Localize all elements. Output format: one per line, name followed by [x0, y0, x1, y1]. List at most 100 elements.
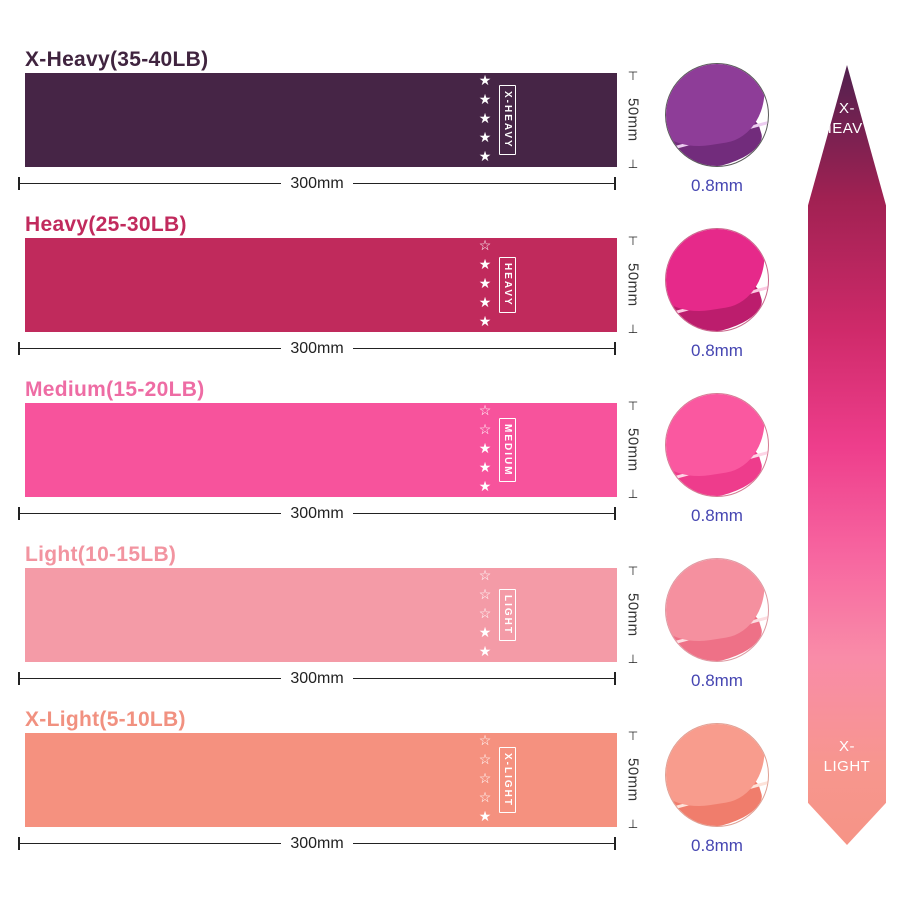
width-dimension: 300mm — [18, 339, 617, 357]
height-dimension-label: 50mm — [624, 593, 642, 637]
dimension-line — [20, 843, 282, 844]
height-dimension: ⊤ 50mm ⊥ — [621, 69, 645, 171]
width-dimension-label: 300mm — [290, 504, 344, 522]
band-section-heavy: Heavy(25-30LB) ☆★★★★ HEAVY ⊤ 50mm ⊥ 300m… — [0, 213, 790, 378]
dimension-tick-top: ⊤ — [627, 69, 639, 83]
band-tag-label: HEAVY — [499, 257, 516, 313]
width-dimension-label: 300mm — [290, 669, 344, 687]
star-rating: ★★★★★ — [478, 72, 494, 168]
height-dimension-label: 50mm — [624, 263, 642, 307]
thickness-label: 0.8mm — [691, 341, 743, 360]
band-tag-label: LIGHT — [499, 589, 516, 641]
thickness-label: 0.8mm — [691, 176, 743, 195]
band-photo-circle — [665, 558, 769, 662]
band-mark: ★★★★★ X-HEAVY — [477, 72, 516, 168]
star-rating: ☆☆★★★ — [478, 402, 494, 498]
dimension-line — [352, 678, 615, 679]
band-photo-circle — [665, 393, 769, 497]
band-swatch: ☆☆☆★★ LIGHT — [25, 567, 617, 663]
thickness-label: 0.8mm — [691, 836, 743, 855]
band-photo-circle — [665, 63, 769, 167]
band-section-x-heavy: X-Heavy(35-40LB) ★★★★★ X-HEAVY ⊤ 50mm ⊥ … — [0, 48, 790, 213]
height-dimension: ⊤ 50mm ⊥ — [621, 399, 645, 501]
dimension-cap-left — [18, 342, 20, 355]
dimension-tick-bottom: ⊥ — [627, 487, 639, 501]
dimension-line — [352, 183, 615, 184]
height-dimension: ⊤ 50mm ⊥ — [621, 234, 645, 336]
band-tag-label: MEDIUM — [499, 417, 516, 483]
dimension-tick-top: ⊤ — [627, 399, 639, 413]
dimension-tick-top: ⊤ — [627, 234, 639, 248]
scale-bottom-label-line1: X- — [839, 738, 855, 755]
band-mark: ☆★★★★ HEAVY — [477, 237, 516, 333]
resistance-scale-arrow: X- HEAVY X- LIGHT — [808, 65, 886, 845]
dimension-line — [20, 678, 282, 679]
band-swatch: ☆☆☆☆★ X-LIGHT — [25, 732, 617, 828]
band-title: Light(10-15LB) — [25, 543, 177, 566]
width-dimension-label: 300mm — [290, 339, 344, 357]
height-dimension: ⊤ 50mm ⊥ — [621, 729, 645, 831]
dimension-line — [352, 513, 615, 514]
height-dimension-label: 50mm — [624, 758, 642, 802]
width-dimension: 300mm — [18, 834, 617, 852]
band-tag-label: X-HEAVY — [499, 85, 516, 155]
dimension-line — [20, 348, 282, 349]
width-dimension: 300mm — [18, 504, 617, 522]
dimension-cap-right — [614, 177, 617, 190]
band-swatch: ★★★★★ X-HEAVY — [25, 72, 617, 168]
dimension-line — [20, 183, 282, 184]
dimension-cap-right — [614, 342, 617, 355]
width-dimension: 300mm — [18, 174, 617, 192]
dimension-tick-bottom: ⊥ — [627, 817, 639, 831]
thickness-label: 0.8mm — [691, 506, 743, 525]
dimension-tick-bottom: ⊥ — [627, 322, 639, 336]
star-rating: ☆☆☆★★ — [478, 567, 494, 663]
scale-top-label-line2: HEAVY — [820, 120, 874, 137]
height-dimension-label: 50mm — [624, 98, 642, 142]
band-section-light: Light(10-15LB) ☆☆☆★★ LIGHT ⊤ 50mm ⊥ 300m… — [0, 543, 790, 708]
band-title: X-Light(5-10LB) — [25, 708, 186, 731]
scale-top-label-line1: X- — [839, 100, 855, 117]
band-swatch: ☆★★★★ HEAVY — [25, 237, 617, 333]
band-mark: ☆☆★★★ MEDIUM — [477, 402, 516, 498]
band-section-medium: Medium(15-20LB) ☆☆★★★ MEDIUM ⊤ 50mm ⊥ 30… — [0, 378, 790, 543]
dimension-cap-left — [18, 507, 20, 520]
dimension-cap-right — [614, 837, 617, 850]
scale-top-label: X- HEAVY — [808, 99, 886, 139]
band-title: X-Heavy(35-40LB) — [25, 48, 209, 71]
dimension-line — [352, 348, 615, 349]
height-dimension-label: 50mm — [624, 428, 642, 472]
dimension-line — [352, 843, 615, 844]
dimension-cap-right — [614, 672, 617, 685]
band-title: Medium(15-20LB) — [25, 378, 205, 401]
band-photo-circle — [665, 228, 769, 332]
dimension-cap-right — [614, 507, 617, 520]
width-dimension-label: 300mm — [290, 834, 344, 852]
band-photo: 0.8mm — [664, 393, 770, 526]
scale-bottom-label: X- LIGHT — [808, 737, 886, 777]
dimension-tick-bottom: ⊥ — [627, 652, 639, 666]
star-rating: ☆★★★★ — [478, 237, 494, 333]
height-dimension: ⊤ 50mm ⊥ — [621, 564, 645, 666]
width-dimension: 300mm — [18, 669, 617, 687]
star-rating: ☆☆☆☆★ — [478, 732, 494, 828]
dimension-tick-bottom: ⊥ — [627, 157, 639, 171]
band-mark: ☆☆☆☆★ X-LIGHT — [477, 732, 516, 828]
band-photo: 0.8mm — [664, 723, 770, 856]
dimension-cap-left — [18, 837, 20, 850]
band-photo: 0.8mm — [664, 558, 770, 691]
thickness-label: 0.8mm — [691, 671, 743, 690]
band-mark: ☆☆☆★★ LIGHT — [477, 567, 516, 663]
width-dimension-label: 300mm — [290, 174, 344, 192]
dimension-tick-top: ⊤ — [627, 564, 639, 578]
dimension-cap-left — [18, 177, 20, 190]
band-swatch: ☆☆★★★ MEDIUM — [25, 402, 617, 498]
band-tag-label: X-LIGHT — [499, 747, 516, 813]
dimension-cap-left — [18, 672, 20, 685]
band-title: Heavy(25-30LB) — [25, 213, 187, 236]
band-photo: 0.8mm — [664, 63, 770, 196]
band-photo-circle — [665, 723, 769, 827]
dimension-tick-top: ⊤ — [627, 729, 639, 743]
band-section-x-light: X-Light(5-10LB) ☆☆☆☆★ X-LIGHT ⊤ 50mm ⊥ 3… — [0, 708, 790, 873]
